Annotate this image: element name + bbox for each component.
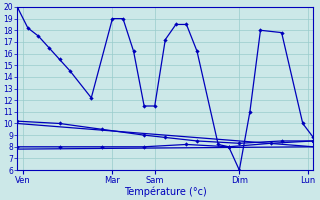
X-axis label: Température (°c): Température (°c) — [124, 186, 207, 197]
